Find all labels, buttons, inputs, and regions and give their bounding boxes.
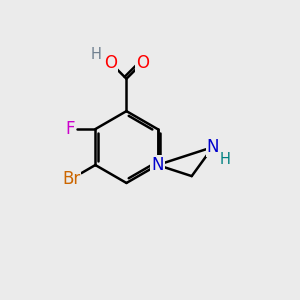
Text: Br: Br (62, 170, 80, 188)
Text: N: N (151, 156, 164, 174)
Text: F: F (66, 120, 75, 138)
Text: H: H (91, 47, 102, 62)
Text: N: N (207, 138, 219, 156)
Text: H: H (220, 152, 231, 167)
Text: O: O (136, 53, 149, 71)
Text: O: O (104, 53, 117, 71)
